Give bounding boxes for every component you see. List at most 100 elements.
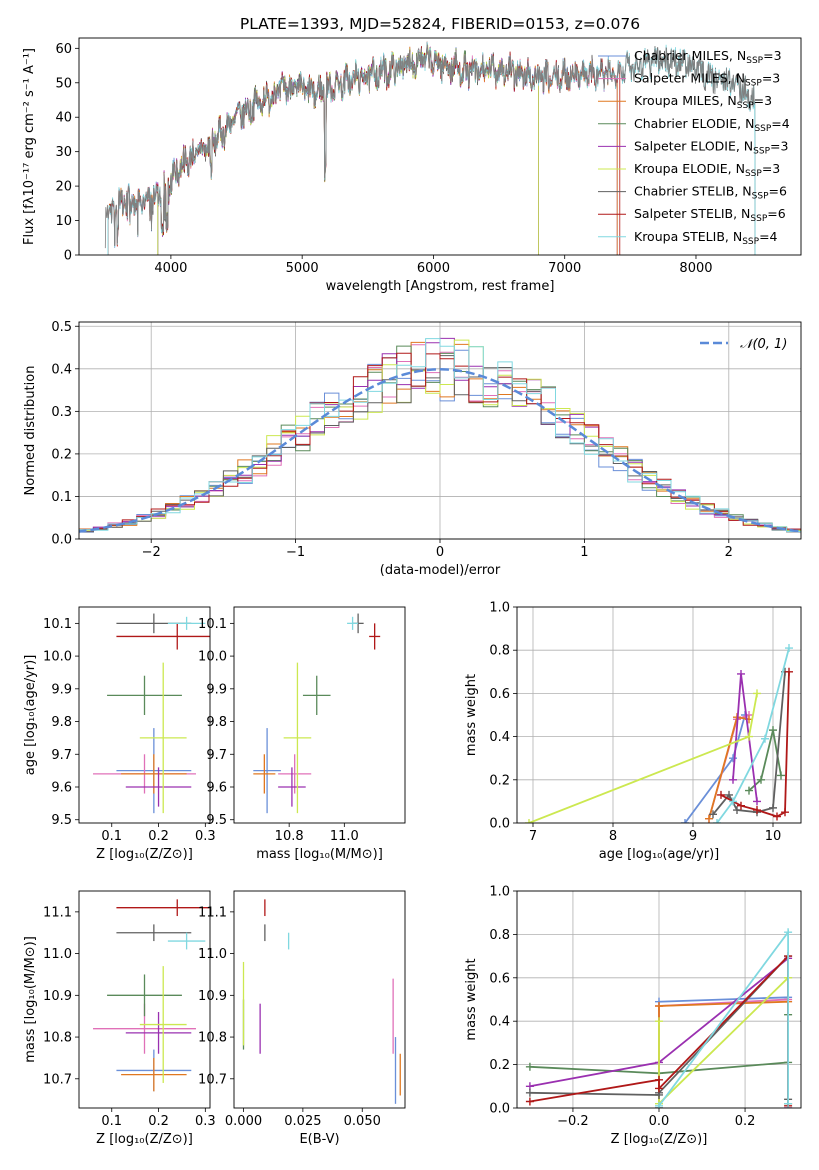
errorbar-point [278,767,306,807]
errorbar-point [107,974,182,1017]
x-tick-label: 6000 [417,261,450,276]
weight-marker [525,1088,534,1097]
legend-label: Kroupa STELIB, NSSP=4 [634,229,778,247]
weight-series-line [708,716,750,819]
errorbar-point [116,899,210,917]
y-tick-label: 9.8 [206,715,227,730]
weight-marker [655,1017,663,1026]
y-tick-label: 0.6 [489,687,510,702]
errorbar-plot [242,899,401,1104]
errorbar-point [139,966,187,1083]
y-tick-label: 50 [55,76,72,91]
x-tick-label: 0.1 [101,1114,122,1129]
chart-title: PLATE=1393, MJD=52824, FIBERID=0153, z=0… [240,15,640,33]
y-tick-label: 10.1 [43,617,72,632]
legend-label: Chabrier ELODIE, NSSP=4 [634,116,790,134]
x-axis-label: age [log₁₀(age/yr)] [599,847,720,862]
errorbar-point [125,1012,192,1054]
y-tick-label: 0 [64,249,72,264]
y-tick-label: 40 [55,111,72,126]
y-tick-label: 0.8 [489,928,510,943]
y-tick-label: 10 [55,214,72,229]
errorbar-plot [93,899,210,1092]
residuals-panel: −2 −1 0 1 2 0.0 0.1 0.2 0.3 0.4 0.5 (data-model)/er… [23,320,802,578]
y-tick-label: 0.1 [51,490,72,505]
weight-marker [709,810,717,819]
weight-marker [525,819,533,823]
x-axis-label: E(B-V) [299,1132,339,1147]
y-tick-label: 9.7 [51,748,72,763]
y-tick-label: 30 [55,145,72,160]
y-tick-label: 0.4 [489,730,510,745]
weight-marker [717,790,725,799]
weight-marker [729,775,737,784]
age-vs-mass-panel: 10.8 11.0 9.5 9.6 9.7 9.8 9.9 10.0 10.1 mass [log… [198,606,406,862]
errorbar-point [253,728,281,814]
weight-marker [785,667,793,676]
x-tick-label: 7 [529,829,537,844]
y-tick-label: 10.9 [198,989,227,1004]
x-tick-label: 10.8 [275,829,304,844]
errorbar-point [107,675,182,715]
errorbar-point [139,662,187,814]
weight-marker [753,797,761,806]
errorbar-point [369,623,381,650]
x-tick-label: −0.2 [557,1114,589,1129]
legend-label: Salpeter MILES, NSSP=3 [634,71,780,89]
x-tick-label: 5000 [286,261,319,276]
weight-plot [525,644,793,823]
axes-frame [233,890,406,1109]
weight-marker [785,644,793,653]
y-tick-label: 10.8 [43,1031,72,1046]
weight-series-line [658,998,789,1108]
y-axis-label: age [log₁₀(age/yr)] [23,655,38,776]
y-tick-label: 10.7 [43,1072,72,1087]
x-tick-label: 0.3 [195,829,216,844]
weight-series-line [708,714,750,819]
legend-label: Kroupa ELODIE, NSSP=3 [634,161,780,179]
age-vs-Z-panel: 0.1 0.2 0.3 9.5 9.6 9.7 9.8 9.9 10.0 10.1 Z [log₁₀… [23,606,216,862]
y-tick-label: 0.0 [489,817,510,832]
y-tick-label: 9.5 [51,813,72,828]
y-tick-label: 9.7 [206,748,227,763]
x-tick-label: −2 [142,545,161,560]
weight-marker [681,819,689,823]
y-tick-label: 10.7 [198,1072,227,1087]
weight-marker [729,797,737,806]
weight-marker [781,808,789,817]
x-axis-label: Z [log₁₀(Z/Z⊙)] [96,847,193,862]
mass-vs-Z-panel: 0.1 0.2 0.3 10.7 10.8 10.9 11.0 11.1 Z [log₁₀(Z/… [23,890,216,1147]
y-axis-label: mass weight [464,674,479,756]
y-axis-label: Flux [fλ10⁻¹⁷ erg cm⁻² s⁻¹ A⁻¹] [22,48,37,245]
spectrum-panel: 4000 5000 6000 7000 8000 0 10 20 30 40 50 60 wavelen… [22,15,802,294]
x-tick-label: 0.2 [735,1114,756,1129]
errorbar-point [278,754,312,794]
axes-frame [516,890,802,1109]
observed-spectrum-line [104,44,756,249]
weight-marker [705,814,713,823]
axes-frame [78,890,211,1109]
x-axis-label: wavelength [Angstrom, rest frame] [326,279,555,294]
y-tick-label: 9.5 [206,813,227,828]
y-axis-label: mass [log₁₀(M/M⊙)] [23,936,38,1063]
x-axis-label: mass [log₁₀(M/M⊙)] [256,847,383,862]
weight-marker [525,1097,534,1106]
weight-marker [737,801,745,810]
x-tick-label: 7000 [548,261,581,276]
weight-series-line [658,929,789,1108]
weight-marker [753,689,761,698]
y-tick-label: 11.1 [198,905,227,920]
axes-frame [516,606,802,824]
weight-marker [525,1062,534,1071]
weight-series-line [658,977,789,1106]
y-tick-label: 0.2 [489,773,510,788]
y-tick-label: 0.5 [51,320,72,335]
weight-marker [725,790,733,799]
y-tick-label: 0.0 [51,533,72,548]
y-axis-label: mass weight [464,958,479,1040]
x-tick-label: 1 [580,545,588,560]
weight-series-line [658,996,789,1108]
y-tick-label: 1.0 [489,885,510,900]
y-tick-label: 10.0 [43,650,72,665]
